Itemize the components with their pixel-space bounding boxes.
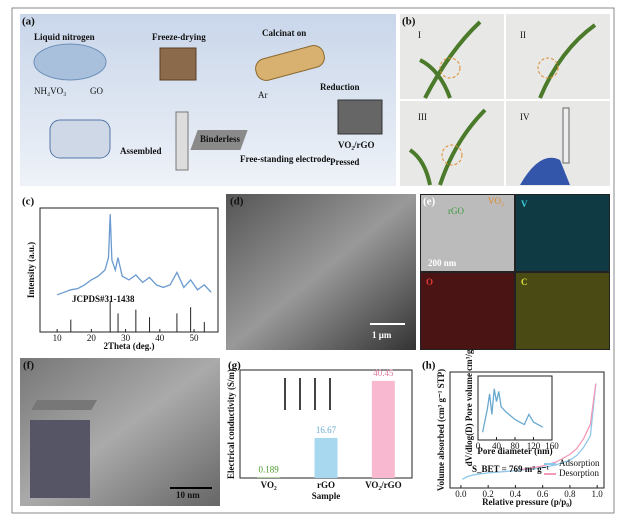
- sem-image: [226, 194, 416, 350]
- haadf-image: [421, 195, 514, 271]
- y-axis-label: Intensity (a.u.): [26, 242, 36, 298]
- step-label: Binderless: [200, 134, 241, 144]
- x-axis-label: Relative pressure (p/p₀): [482, 497, 572, 507]
- panel-label: (c): [22, 196, 35, 208]
- legend-label: GO: [90, 86, 103, 96]
- photo-label: II: [520, 30, 526, 40]
- map-v: [516, 195, 609, 271]
- value-label: 40.45: [373, 368, 394, 378]
- electrode: [562, 107, 570, 164]
- x-tick-label: 10: [53, 333, 63, 343]
- y-axis-label: Volume absorbed (cm³ g⁻¹ STP): [436, 369, 446, 491]
- data-line: [56, 214, 212, 296]
- product-label: VO₂/rGO: [338, 140, 375, 150]
- x-axis-label: Sample: [312, 491, 341, 501]
- element-label: O: [426, 277, 433, 287]
- y-axis-label: Electrical conductivity (S/m): [226, 369, 236, 479]
- plot-frame: [39, 207, 219, 333]
- x-tick-label: 30: [121, 333, 131, 343]
- x-tick-label: 50: [190, 333, 200, 343]
- photo-label: III: [418, 112, 427, 122]
- x-tick-label: 120: [527, 441, 541, 451]
- electrode-rod: [175, 111, 189, 171]
- panel-label: (f): [23, 360, 34, 372]
- x-tick-label: 0: [476, 441, 481, 451]
- panel-label: (g): [228, 360, 241, 372]
- highlight-circle: [537, 57, 559, 79]
- map-c: [516, 273, 609, 349]
- x-tick-label: 0.4: [510, 489, 522, 499]
- bar: [371, 380, 395, 478]
- x-axis-label: 2Theta (deg.): [104, 341, 155, 351]
- phase-label: rGO: [448, 206, 464, 216]
- electrode-sheet: [190, 130, 248, 150]
- scale-label: 200 nm: [428, 258, 457, 268]
- data-line: [481, 388, 544, 433]
- panel-label: (e): [423, 196, 436, 208]
- bar: [314, 437, 338, 478]
- aerogel-block: [159, 47, 197, 81]
- legend-label: Adsorption: [559, 458, 600, 468]
- panel-label: (b): [402, 16, 416, 28]
- highlight-circle: [441, 144, 463, 166]
- panel-label: (d): [230, 196, 244, 208]
- scale-label: 1 μm: [372, 330, 392, 340]
- legend-label: NH₄VO₃: [34, 86, 66, 96]
- annotation: JCPDS#31-1438: [72, 294, 135, 304]
- step-label: Freeze-drying: [152, 32, 206, 42]
- scale-label: 10 nm: [176, 490, 200, 500]
- x-tick-label: VO₂/rGO: [365, 480, 402, 490]
- plot-frame: [477, 375, 553, 441]
- step-label: Liquid nitrogen: [34, 32, 95, 42]
- series-line: [522, 383, 597, 471]
- element-label: V: [521, 199, 528, 209]
- step-label: Assembled: [120, 146, 162, 156]
- x-tick-label: 40: [155, 333, 165, 343]
- photo-label: I: [418, 30, 421, 40]
- hrtem-inset: [30, 420, 90, 498]
- x-tick-label: 80: [511, 441, 521, 451]
- value-label: 16.67: [316, 425, 337, 435]
- x-tick-label: 0.0: [455, 489, 467, 499]
- panel-label: (h): [422, 360, 436, 372]
- gas-label: Ar: [258, 90, 268, 100]
- glove: [520, 157, 570, 185]
- step-label: Reduction: [320, 82, 360, 92]
- legend-label: Desorption: [559, 468, 599, 478]
- element-label: C: [521, 277, 528, 287]
- photo-label: IV: [520, 112, 530, 122]
- furnace-tube: [255, 45, 325, 81]
- highlight-circle: [439, 57, 461, 79]
- y-axis-label: dV/dlog(D) Pore volume cm³/g: [464, 349, 474, 466]
- x-tick-label: rGO: [317, 480, 335, 490]
- x-tick-label: 1.0: [592, 489, 604, 499]
- x-tick-label: 20: [87, 333, 97, 343]
- x-tick-label: 0.6: [537, 489, 549, 499]
- phase-label: VO₂: [488, 196, 504, 206]
- schematic-plate: [31, 400, 98, 410]
- step-label: Free-standing electrode: [240, 154, 330, 164]
- plant: [408, 20, 597, 186]
- value-label: 0.189: [259, 465, 280, 475]
- step-label: Calcinat on: [262, 28, 306, 38]
- map-o: [421, 273, 514, 349]
- panel-label: (a): [22, 16, 35, 28]
- series-line: [461, 383, 597, 480]
- beaker: [33, 43, 107, 81]
- x-tick-label: 40: [492, 441, 502, 451]
- assembled-cell: [49, 119, 111, 159]
- x-tick-label: 160: [545, 441, 559, 451]
- step-label: Pressed: [330, 157, 359, 167]
- annotation: S_BET = 769 m² g⁻¹: [472, 464, 549, 474]
- figure-border: [11, 7, 615, 514]
- x-tick-label: 0.8: [564, 489, 576, 499]
- pressed-sponge: [337, 99, 383, 135]
- plot-frame: [449, 371, 605, 489]
- x-axis-label: Pore diameter (nm): [477, 446, 552, 456]
- x-tick-label: VO₂: [261, 480, 277, 490]
- x-tick-label: 0.2: [483, 489, 494, 499]
